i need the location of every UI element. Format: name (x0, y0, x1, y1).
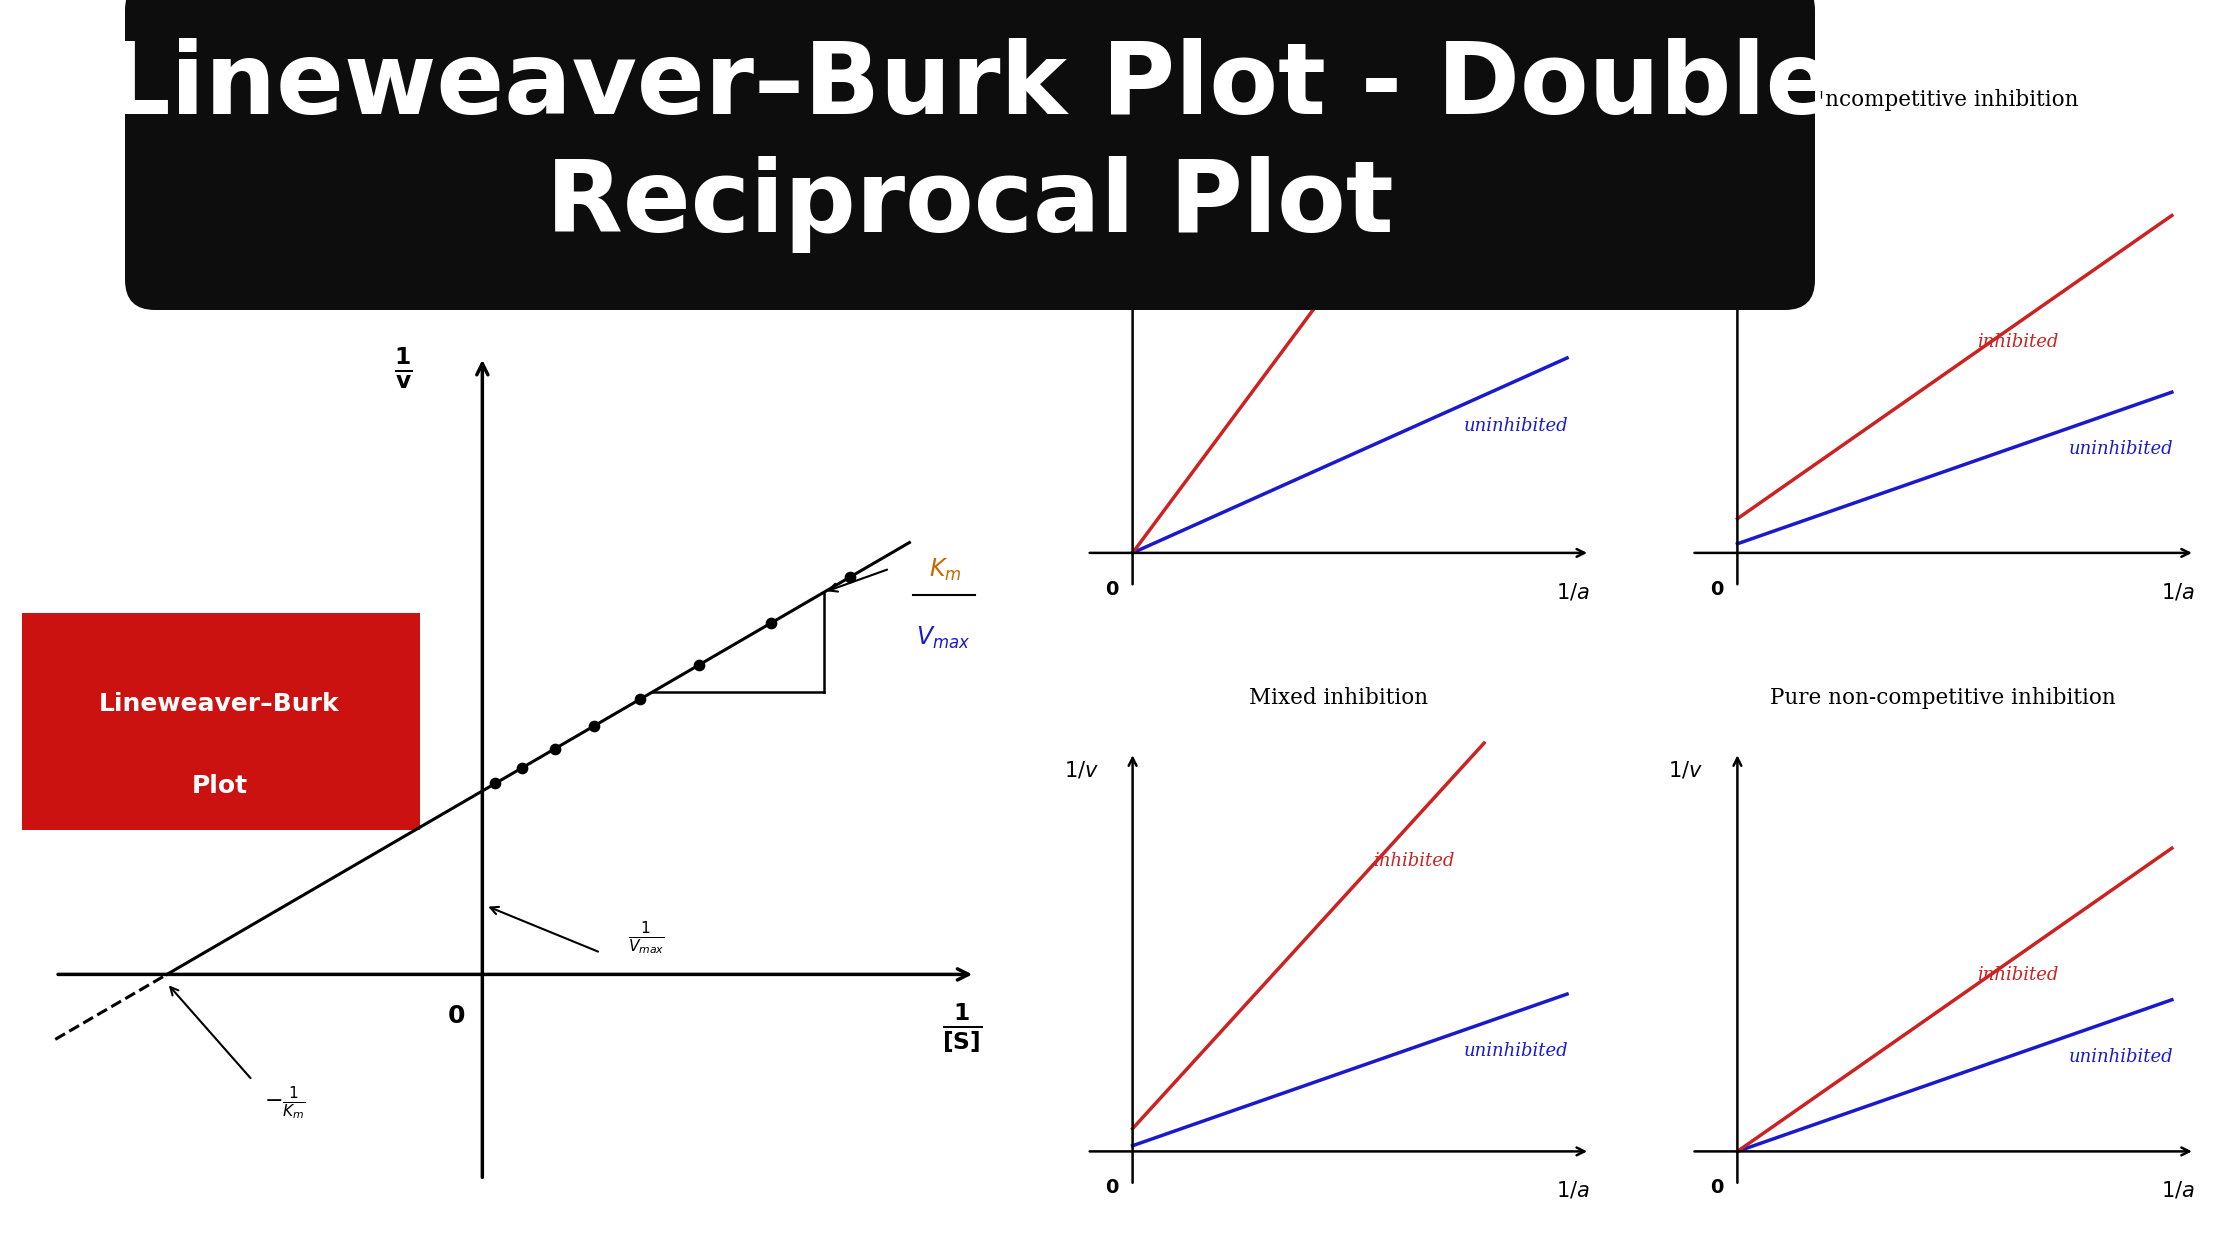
Text: $\mathit{V_{max}}$: $\mathit{V_{max}}$ (916, 625, 970, 650)
Text: $\mathbf{\frac{1}{v}}$: $\mathbf{\frac{1}{v}}$ (394, 346, 412, 392)
Text: inhibited: inhibited (1373, 852, 1454, 869)
FancyBboxPatch shape (20, 612, 419, 830)
Point (538, 738, 573, 759)
Text: 0: 0 (448, 1003, 466, 1028)
Point (477, 774, 513, 794)
Text: Lineweaver–Burk: Lineweaver–Burk (99, 692, 340, 716)
Title: Mixed inhibition: Mixed inhibition (1250, 687, 1427, 709)
Text: Plot: Plot (190, 774, 249, 799)
Text: $1/a$: $1/a$ (2162, 581, 2195, 602)
Text: $-\frac{1}{K_m}$: $-\frac{1}{K_m}$ (264, 1085, 307, 1123)
Point (833, 567, 869, 587)
Text: uninhibited: uninhibited (2070, 440, 2173, 459)
FancyBboxPatch shape (125, 0, 1814, 310)
Text: $1/a$: $1/a$ (2162, 1179, 2195, 1201)
Title: Pure non-competitive inhibition: Pure non-competitive inhibition (1770, 687, 2117, 709)
Text: 0: 0 (1709, 580, 1723, 598)
Point (504, 759, 540, 779)
Text: uninhibited: uninhibited (2070, 1047, 2173, 1066)
Text: inhibited: inhibited (1978, 966, 2059, 984)
Text: Reciprocal Plot: Reciprocal Plot (547, 156, 1393, 253)
Text: $1/v$: $1/v$ (1669, 160, 1702, 181)
Text: 0: 0 (1104, 1178, 1118, 1197)
Title: Uncompetitive inhibition: Uncompetitive inhibition (1808, 88, 2079, 111)
Text: 0: 0 (1104, 580, 1118, 598)
Point (623, 689, 659, 709)
Text: 0: 0 (1709, 1178, 1723, 1197)
Text: uninhibited: uninhibited (1465, 417, 1568, 435)
Text: $1/v$: $1/v$ (1064, 759, 1098, 780)
Text: inhibited: inhibited (1373, 219, 1454, 237)
Text: uninhibited: uninhibited (1465, 1042, 1568, 1060)
Text: Lineweaver–Burk Plot - Double: Lineweaver–Burk Plot - Double (108, 37, 1832, 134)
Point (681, 655, 717, 675)
Point (576, 716, 612, 736)
Text: $1/v$: $1/v$ (1669, 759, 1702, 780)
Point (753, 612, 788, 633)
Title: Competitive inhibition: Competitive inhibition (1216, 88, 1460, 111)
Text: inhibited: inhibited (1978, 333, 2059, 352)
Text: $\frac{1}{V_{max}}$: $\frac{1}{V_{max}}$ (627, 920, 665, 956)
Text: $1/v$: $1/v$ (1064, 160, 1098, 181)
Text: $1/a$: $1/a$ (1557, 581, 1590, 602)
Text: $\mathit{K_m}$: $\mathit{K_m}$ (930, 557, 961, 583)
Text: $\mathbf{\frac{1}{[S]}}$: $\mathbf{\frac{1}{[S]}}$ (941, 1000, 981, 1053)
Text: $1/a$: $1/a$ (1557, 1179, 1590, 1201)
